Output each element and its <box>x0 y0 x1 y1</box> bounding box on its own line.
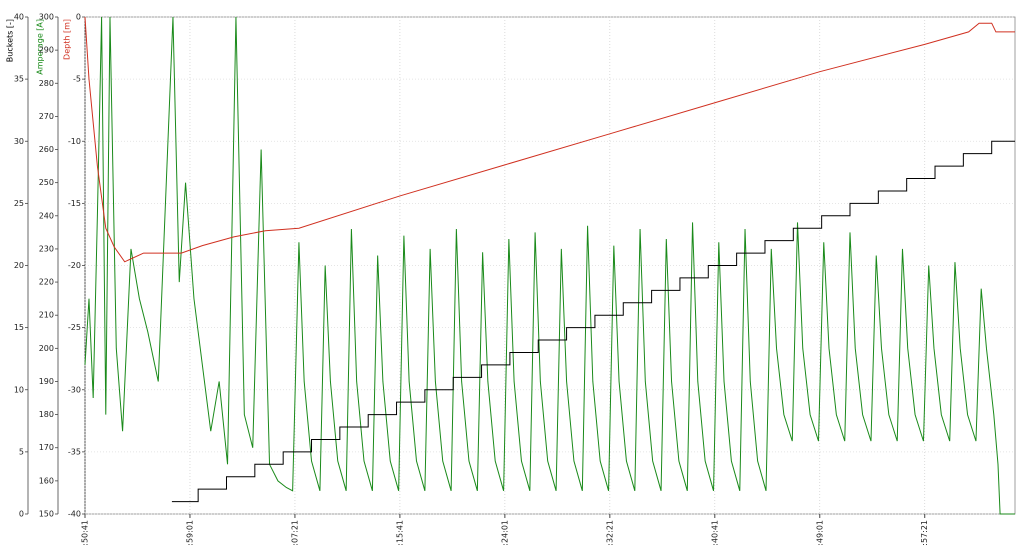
y-tick-label: 5 <box>19 447 24 456</box>
y-tick-label: 290 <box>39 46 54 55</box>
y-tick-label: 10 <box>14 385 24 394</box>
x-tick-label: 2:32:21 <box>605 520 614 546</box>
x-tick-label: 2:15:41 <box>395 520 404 546</box>
axis-label: Amperage [A] <box>36 19 45 75</box>
y-tick-label: 260 <box>39 145 54 154</box>
y-tick-label: 180 <box>39 410 54 419</box>
y-tick-label: 240 <box>39 211 54 220</box>
y-tick-label: -10 <box>68 137 81 146</box>
x-tick-label: 2:49:01 <box>815 520 824 546</box>
y-tick-label: 0 <box>76 13 81 22</box>
y-tick-label: 40 <box>14 13 24 22</box>
y-tick-label: 20 <box>14 261 24 270</box>
y-tick-label: -30 <box>68 385 81 394</box>
y-tick-label: -5 <box>73 75 81 84</box>
series-line <box>84 16 1015 263</box>
y-tick-label: -15 <box>68 199 81 208</box>
y-tick-label: -20 <box>68 261 81 270</box>
x-tick-label: 2:24:01 <box>500 520 509 546</box>
y-tick-label: 270 <box>39 112 54 121</box>
y-tick-label: -25 <box>68 323 81 332</box>
y-tick-label: 230 <box>39 244 54 253</box>
x-tick-label: 2:40:41 <box>710 520 719 546</box>
x-tick-label: 1:50:41 <box>81 520 90 546</box>
y-tick-label: 160 <box>39 476 54 485</box>
y-tick-label: 25 <box>14 199 24 208</box>
y-tick-label: -40 <box>68 510 81 519</box>
y-tick-label: 170 <box>39 443 54 452</box>
series-line <box>84 16 1015 515</box>
y-tick-label: 200 <box>39 344 54 353</box>
y-tick-label: 0 <box>19 510 24 519</box>
y-tick-label: 15 <box>14 323 24 332</box>
y-tick-label: 150 <box>39 510 54 519</box>
y-tick-label: 300 <box>39 13 54 22</box>
series-line <box>171 140 1015 503</box>
y-tick-label: 190 <box>39 377 54 386</box>
x-tick-label: 1:59:01 <box>185 520 194 546</box>
y-tick-label: 250 <box>39 178 54 187</box>
y-tick-label: 280 <box>39 79 54 88</box>
y-tick-label: 220 <box>39 278 54 287</box>
x-tick-label: 2:57:21 <box>920 520 929 546</box>
axis-label: Depth [m] <box>63 19 72 60</box>
axis-label: Buckets [-] <box>6 19 15 62</box>
y-tick-label: -35 <box>68 447 81 456</box>
y-tick-label: 35 <box>14 75 24 84</box>
y-tick-label: 30 <box>14 137 24 146</box>
x-tick-label: 2:07:21 <box>290 520 299 546</box>
y-tick-label: 210 <box>39 311 54 320</box>
